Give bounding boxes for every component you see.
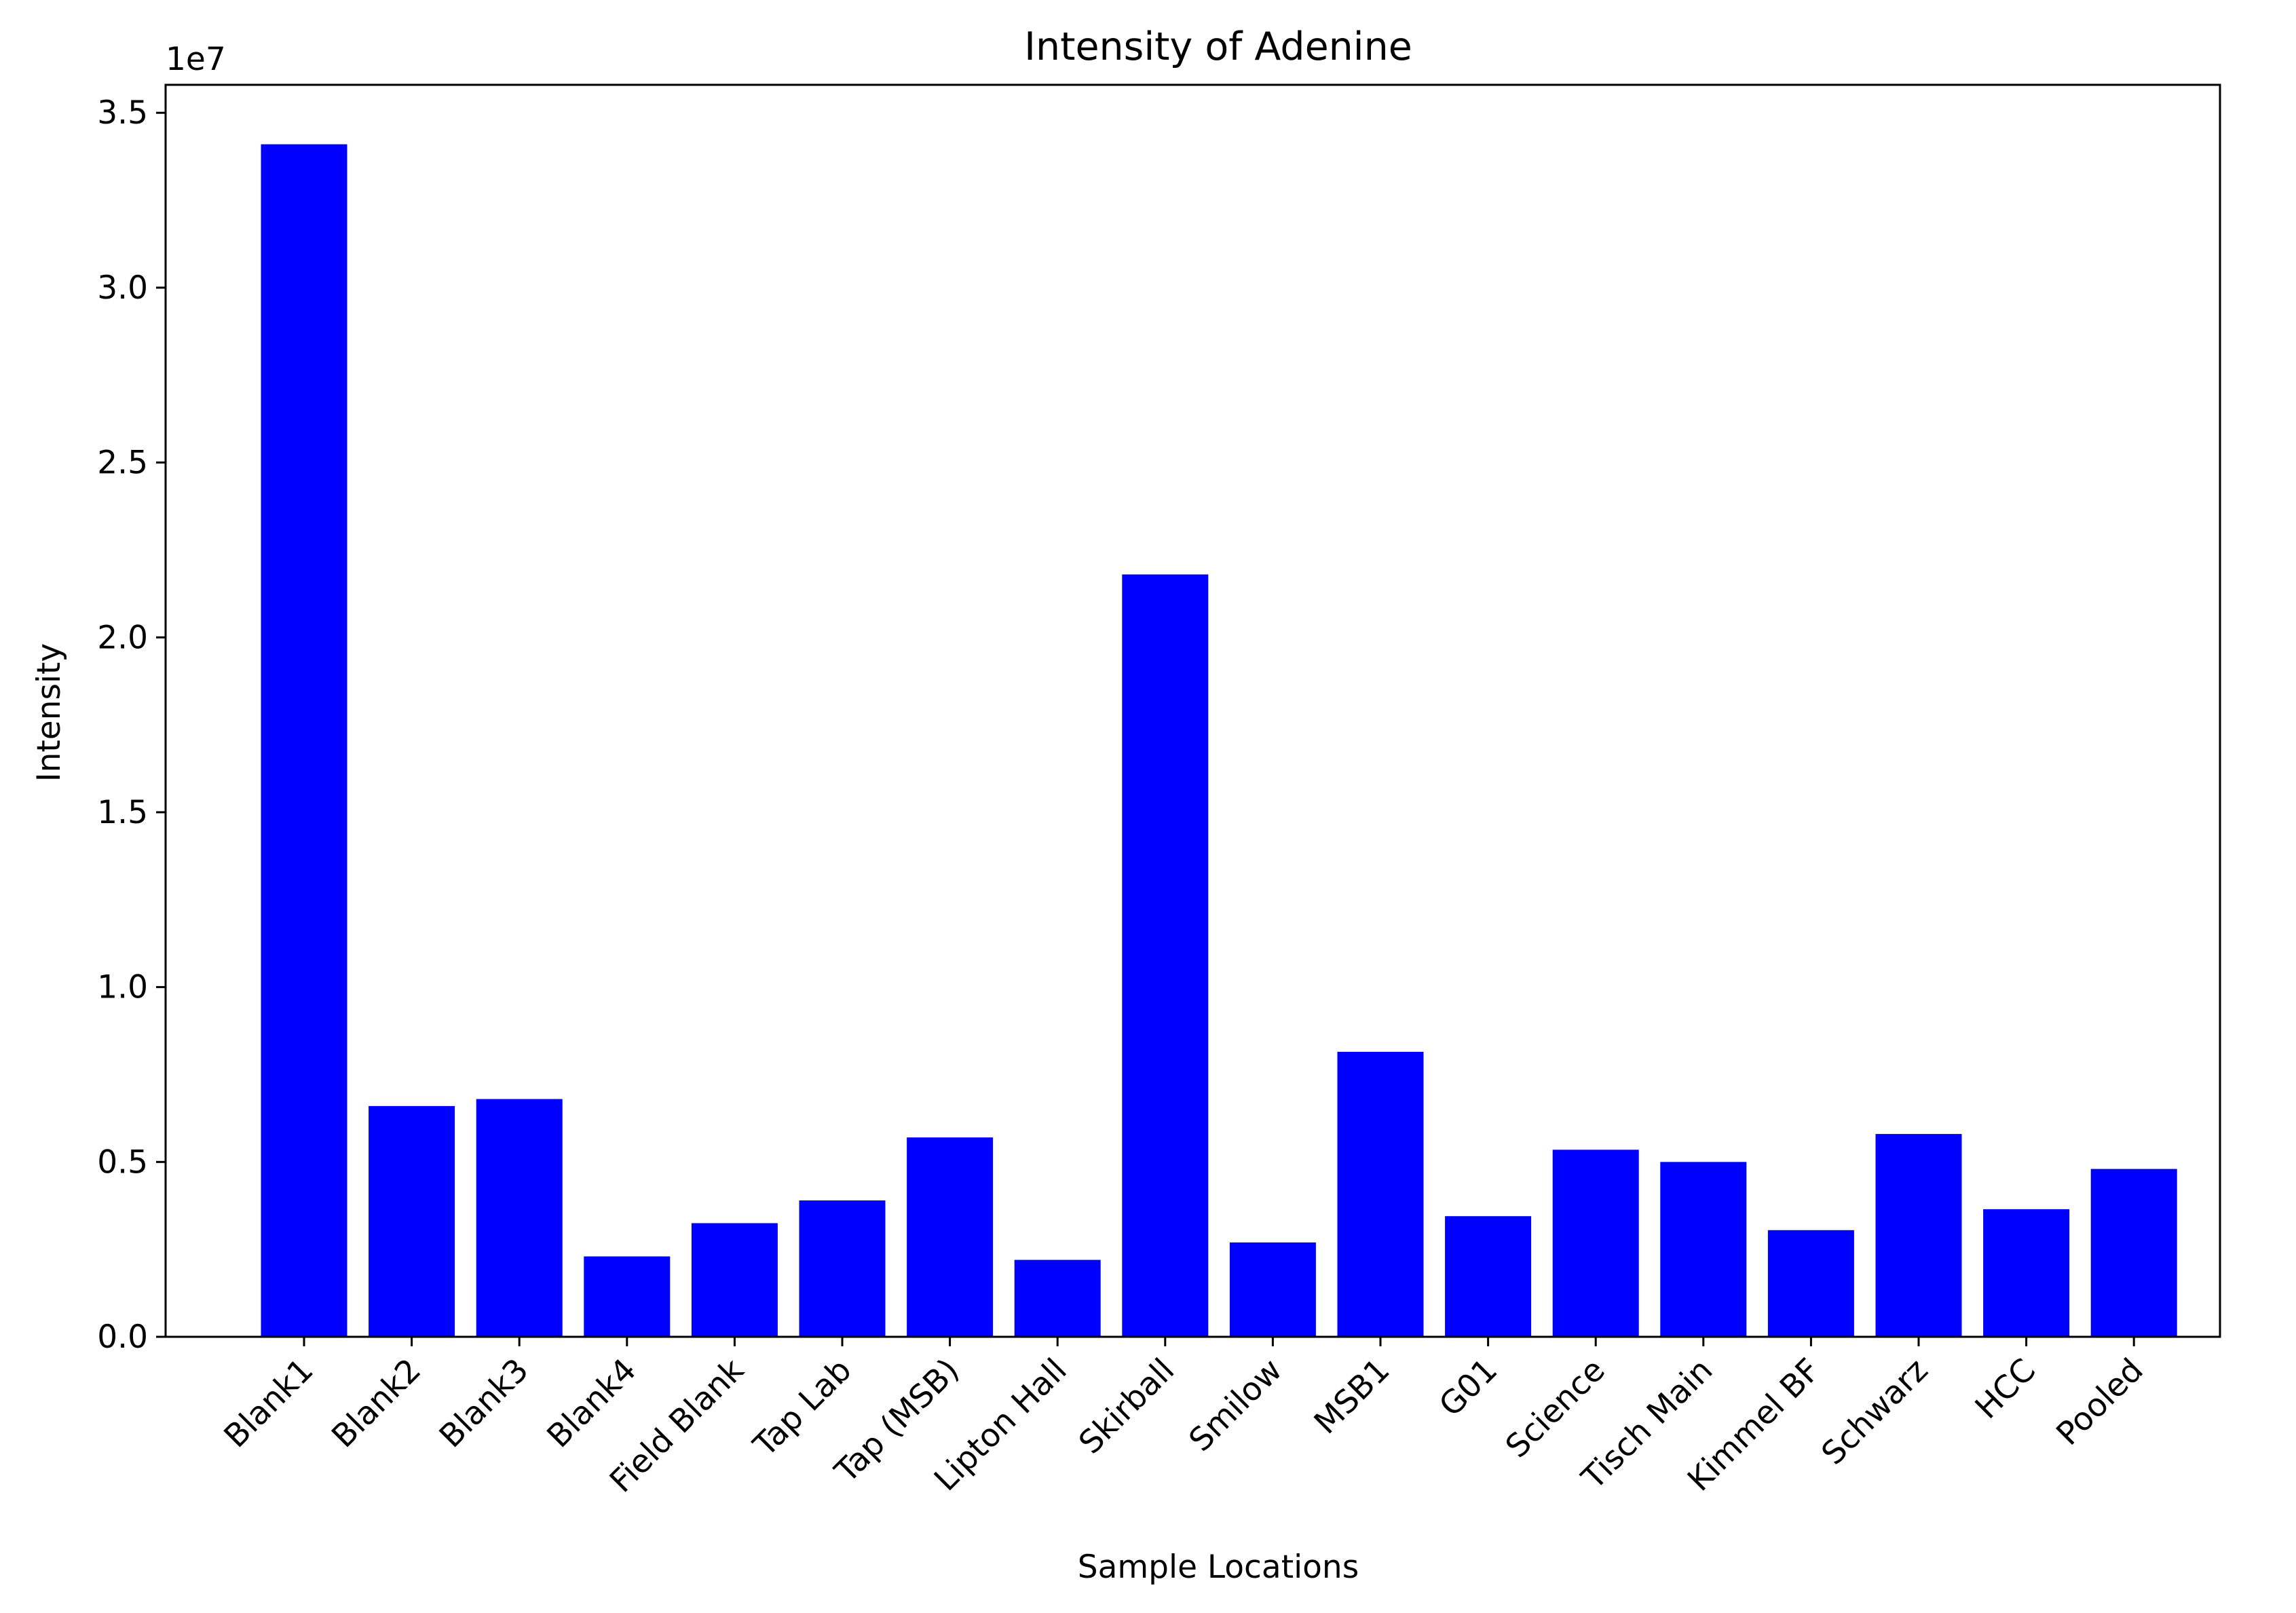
bar-smilow bbox=[1229, 1242, 1316, 1337]
bar-hcc bbox=[1983, 1209, 2070, 1337]
bar-field-blank bbox=[691, 1223, 778, 1337]
y-tick-label: 3.5 bbox=[97, 94, 148, 132]
y-axis-title: Intensity bbox=[31, 643, 68, 782]
y-axis: 0.0 0.5 1.0 1.5 2.0 2.5 3.0 3.5 bbox=[97, 94, 166, 1356]
bar-blank4 bbox=[584, 1256, 671, 1337]
bar-pooled bbox=[2090, 1169, 2177, 1337]
y-tick-label: 0.0 bbox=[97, 1318, 148, 1356]
chart-title: Intensity of Adenine bbox=[1024, 24, 1412, 69]
y-tick-label: 0.5 bbox=[97, 1143, 148, 1181]
bar-blank1 bbox=[261, 144, 347, 1337]
bar-blank2 bbox=[369, 1105, 455, 1337]
plot-frame bbox=[164, 83, 2221, 1338]
bar-schwarz bbox=[1875, 1134, 1962, 1337]
y-tick-label: 2.0 bbox=[97, 619, 148, 656]
bar-g01 bbox=[1445, 1216, 1532, 1337]
bar-science bbox=[1552, 1150, 1639, 1337]
y-tick-label: 1.5 bbox=[97, 794, 148, 831]
bar-msb1 bbox=[1337, 1052, 1424, 1337]
bar-tap-msb bbox=[907, 1137, 994, 1337]
bar-tap-lab bbox=[799, 1200, 886, 1337]
y-tick-label: 3.0 bbox=[97, 269, 148, 307]
x-axis-title: Sample Locations bbox=[1078, 1549, 1359, 1586]
y-tick-label: 1.0 bbox=[97, 969, 148, 1006]
bar-skirball bbox=[1122, 574, 1209, 1337]
bar-kimmel-bf bbox=[1767, 1230, 1854, 1337]
bar-lipton-hall bbox=[1014, 1259, 1101, 1337]
y-offset-label: 1e7 bbox=[166, 41, 226, 78]
bars bbox=[261, 144, 2177, 1337]
bar-blank3 bbox=[476, 1099, 563, 1337]
bar-tisch-main bbox=[1660, 1162, 1747, 1337]
y-tick-label: 2.5 bbox=[97, 444, 148, 482]
